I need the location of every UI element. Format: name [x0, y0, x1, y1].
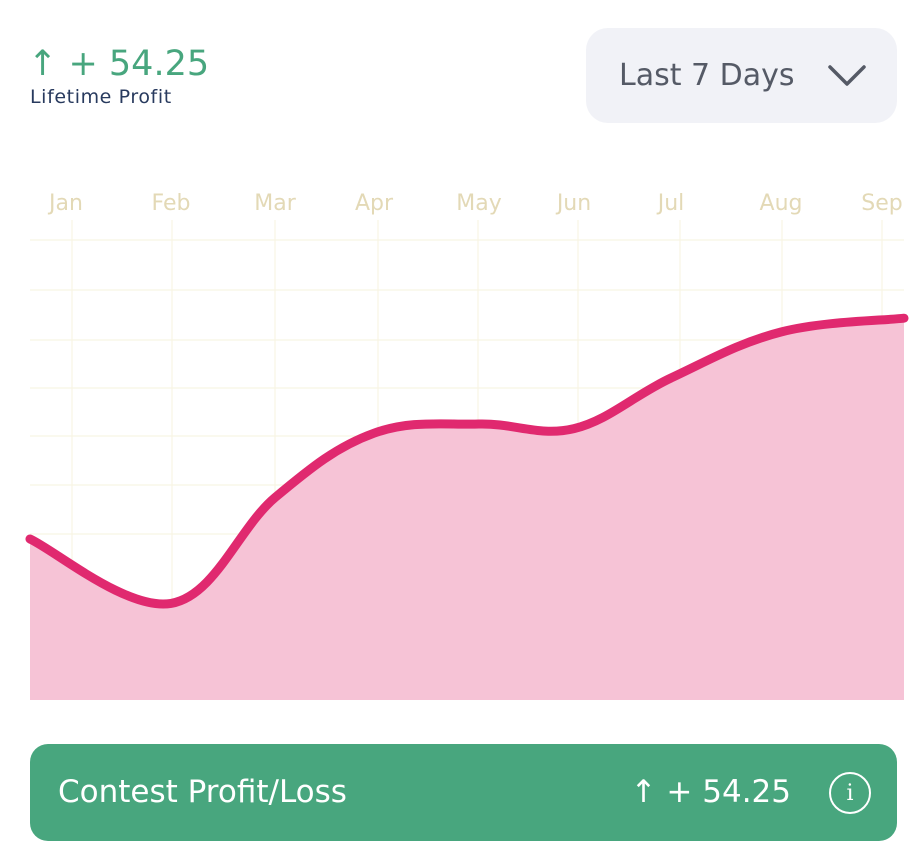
profit-area-fill: [30, 318, 904, 700]
chevron-down-icon: [828, 65, 866, 86]
data-point-mar: [271, 494, 279, 502]
date-range-selected: Last 7 Days: [619, 58, 795, 93]
info-icon[interactable]: i: [829, 772, 871, 814]
month-label-aug: Aug: [760, 191, 803, 216]
contest-profit-loss-bar: Contest Profit/Loss ↑ + 54.25 i: [30, 744, 897, 841]
profit-chart: Jan Feb Mar Apr May Jun Jul Aug Sep: [0, 180, 909, 710]
data-point-jan: [26, 535, 34, 543]
month-label-may: May: [456, 191, 501, 216]
month-label-sep: Sep: [861, 191, 902, 216]
data-point-aug: [777, 328, 785, 336]
month-label-feb: Feb: [152, 191, 191, 216]
month-label-jul: Jul: [656, 191, 685, 216]
month-label-mar: Mar: [254, 191, 296, 216]
data-point-jun: [570, 425, 578, 433]
data-point-jul: [667, 374, 675, 382]
contest-profit-loss-title: Contest Profit/Loss: [58, 774, 347, 810]
data-point-feb: [167, 599, 175, 607]
lifetime-profit-value: ↑ + 54.25: [28, 44, 210, 84]
contest-profit-loss-value: ↑ + 54.25: [630, 774, 791, 810]
month-label-apr: Apr: [355, 191, 394, 216]
data-point-apr: [370, 429, 378, 437]
data-point-sep: [900, 314, 908, 322]
profit-line: [25, 313, 909, 609]
month-axis: Jan Feb Mar Apr May Jun Jul Aug Sep: [47, 191, 903, 216]
date-range-dropdown[interactable]: Last 7 Days: [586, 28, 897, 123]
month-label-jan: Jan: [47, 191, 83, 216]
data-point-may: [475, 420, 483, 428]
month-label-jun: Jun: [555, 191, 591, 216]
profit-area-chart: Jan Feb Mar Apr May Jun Jul Aug Sep: [25, 191, 909, 700]
lifetime-profit-label: Lifetime Profit: [30, 86, 172, 108]
lifetime-profit-summary: ↑ + 54.25 Lifetime Profit: [28, 42, 209, 108]
